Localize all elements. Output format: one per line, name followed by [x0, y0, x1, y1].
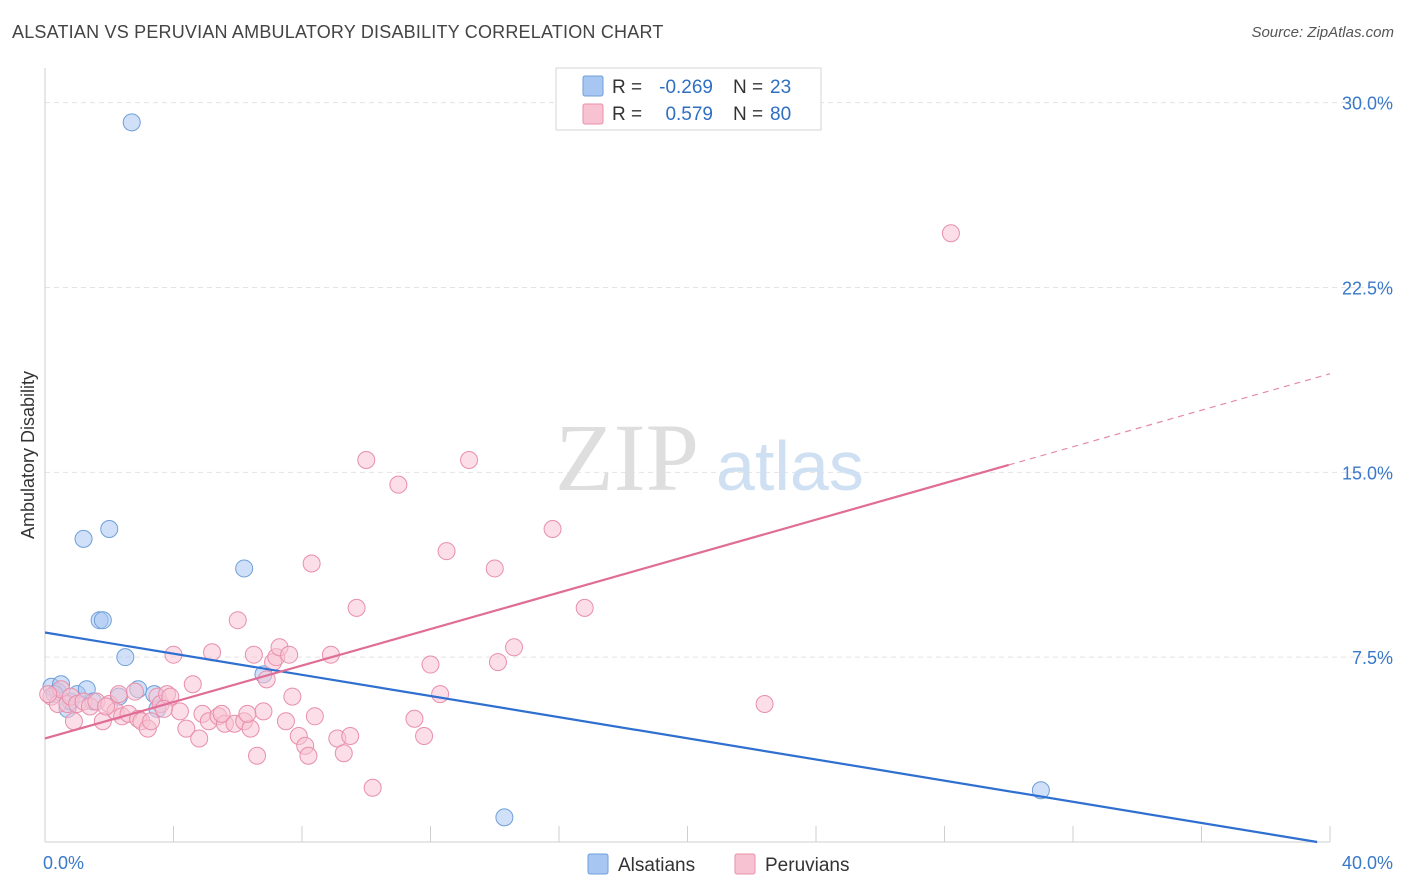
peruvian-point — [357, 451, 376, 469]
peruvian-point — [347, 598, 366, 617]
y-tick-label: 7.5% — [1352, 648, 1393, 668]
peruvian-point — [405, 709, 424, 728]
peruvian-point — [254, 702, 273, 721]
peruvian-point — [125, 682, 144, 701]
peruvian-point — [244, 645, 263, 664]
peruvian-point — [488, 653, 507, 672]
peruvian-point — [183, 675, 202, 694]
peruvian-point — [241, 719, 260, 738]
legend-swatch-alsatians — [582, 75, 604, 97]
axis-layer: 7.5% 15.0% 22.5% 30.0% 0.0% 40.0% — [43, 68, 1393, 873]
source-credit: Source: ZipAtlas.com — [1251, 24, 1394, 41]
x-tick-label: 0.0% — [43, 853, 84, 873]
legend-r-value: 0.579 — [665, 104, 713, 125]
peruvian-point — [415, 727, 434, 746]
legend-n-value: 80 — [770, 104, 791, 125]
peruvian-point — [228, 611, 247, 630]
peruvian-point — [305, 707, 324, 726]
watermark: ZIP atlas — [555, 404, 864, 511]
peruvian-point — [170, 702, 189, 721]
peruvian-point — [431, 685, 450, 704]
peruvian-point — [543, 520, 562, 539]
peruvian-point — [212, 704, 231, 723]
peruvian-point — [505, 638, 524, 657]
peruvian-point — [941, 224, 960, 243]
y-tick-label: 15.0% — [1342, 463, 1393, 483]
peruvian-point — [142, 712, 161, 731]
legend-r-value: -0.269 — [659, 77, 713, 98]
correlation-legend: R = -0.269 N = 23 R = 0.579 N = 80 — [555, 67, 822, 131]
peruvian-point — [485, 559, 504, 578]
peruvian-point — [97, 697, 116, 716]
peruvian-point — [755, 694, 774, 713]
peruvian-point — [363, 778, 382, 797]
trend-layer — [44, 373, 1331, 844]
peruvian-point — [334, 744, 353, 763]
watermark-zip: ZIP — [555, 404, 699, 511]
legend-r-label: R = — [612, 104, 642, 125]
legend-label-alsatians: Alsatians — [618, 855, 695, 876]
y-tick-label: 30.0% — [1342, 94, 1393, 114]
peruvian-point — [190, 729, 209, 748]
trend-line-peruvians — [44, 463, 1010, 740]
peruvian-point — [302, 554, 321, 573]
peruvian-point — [64, 712, 83, 731]
peruvian-point — [238, 704, 257, 723]
peruvian-point — [276, 712, 295, 731]
alsatian-point — [116, 648, 135, 667]
alsatian-point — [495, 808, 514, 827]
alsatian-point — [74, 529, 93, 548]
peruvian-point — [283, 687, 302, 706]
legend-label-peruvians: Peruvians — [765, 855, 850, 876]
peruvian-point — [437, 542, 456, 561]
y-tick-label: 22.5% — [1342, 278, 1393, 298]
legend-swatch-peruvians — [734, 853, 756, 875]
alsatian-point — [235, 559, 254, 578]
peruvian-point — [575, 598, 594, 617]
legend-n-label: N = — [733, 77, 763, 98]
legend-swatch-peruvians — [582, 103, 604, 125]
watermark-atlas: atlas — [716, 427, 864, 505]
legend-n-value: 23 — [770, 77, 791, 98]
alsatian-point — [100, 520, 119, 539]
peruvian-point — [341, 727, 360, 746]
trend-line-alsatians — [44, 631, 1318, 844]
peruvian-point — [389, 475, 408, 494]
trend-extension-peruvians — [1008, 373, 1331, 466]
series-legend: Alsatians Peruvians — [587, 853, 850, 876]
peruvian-point — [460, 451, 479, 469]
legend-r-label: R = — [612, 77, 642, 98]
peruvian-point — [39, 685, 58, 704]
chart-title: ALSATIAN VS PERUVIAN AMBULATORY DISABILI… — [12, 22, 664, 42]
alsatian-point — [93, 611, 112, 630]
y-axis-title: Ambulatory Disability — [18, 371, 38, 539]
peruvian-point — [421, 655, 440, 674]
peruvian-point — [109, 685, 128, 704]
x-tick-label: 40.0% — [1342, 853, 1393, 873]
legend-n-label: N = — [733, 104, 763, 125]
points-layer — [39, 113, 1050, 827]
peruvian-point — [248, 746, 267, 765]
alsatian-point — [122, 113, 141, 132]
peruvian-point — [177, 719, 196, 738]
alsatian-point — [1031, 781, 1050, 800]
peruvian-point — [299, 746, 318, 765]
peruvian-point — [280, 645, 299, 664]
legend-swatch-alsatians — [587, 853, 609, 875]
